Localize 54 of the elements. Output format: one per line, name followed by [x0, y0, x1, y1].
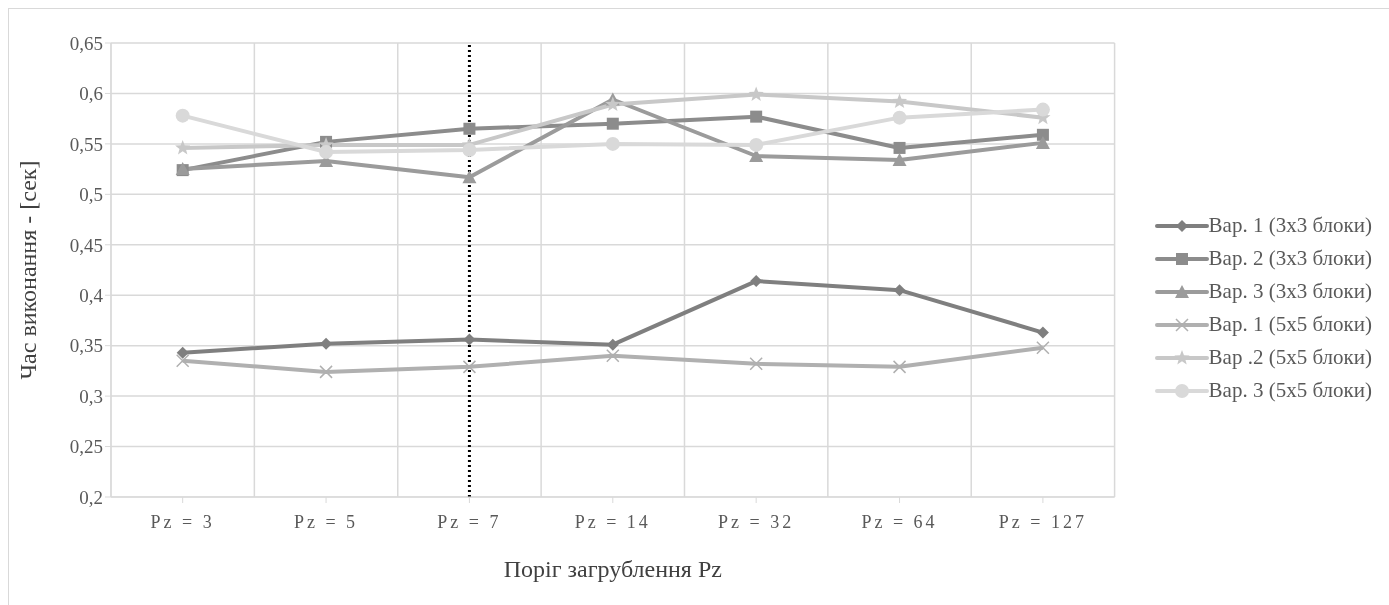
legend-label: Вар. 2 (3x3 блоки) [1208, 246, 1372, 271]
point [748, 86, 764, 101]
point [462, 170, 477, 184]
point [605, 96, 621, 112]
point [319, 144, 334, 159]
x-tick-label: Pz = 14 [574, 511, 651, 532]
legend-label: Вар. 1 (5x5 блоки) [1208, 312, 1372, 337]
point [750, 110, 763, 123]
point [891, 93, 908, 108]
point [462, 142, 477, 157]
point [319, 365, 333, 379]
y-tick-label: 0,4 [79, 284, 104, 306]
point [892, 153, 907, 167]
point [749, 149, 764, 162]
point [175, 354, 190, 368]
legend-label: Вар. 3 (5x5 блоки) [1208, 378, 1372, 403]
x-axis-title: Поріг загрублення Pz [503, 556, 722, 582]
x-tick-label: Pz = 127 [998, 511, 1087, 532]
point [462, 360, 477, 374]
legend-label: Вар. 1 (3x3 блоки) [1208, 213, 1372, 238]
point [749, 357, 763, 371]
x-tick-label: Pz = 5 [293, 511, 359, 532]
point [1036, 340, 1050, 355]
y-tick-label: 0,45 [69, 234, 103, 256]
point [892, 360, 907, 374]
y-tick-label: 0,55 [69, 133, 103, 155]
y-tick-label: 0,5 [79, 184, 103, 206]
point [893, 141, 906, 154]
x-tick-label: Pz = 64 [861, 511, 938, 532]
legend-label: Вар .2 (5x5 блоки) [1208, 345, 1372, 370]
x-tick-label: Pz = 7 [437, 511, 502, 532]
point [175, 139, 191, 155]
point [749, 137, 764, 152]
y-tick-label: 0,35 [69, 335, 103, 357]
point [1035, 135, 1050, 149]
point [606, 117, 619, 130]
legend-label: Вар. 3 (3x3 блоки) [1208, 279, 1372, 304]
x-tick-label: Pz = 3 [150, 511, 215, 532]
point [1035, 102, 1050, 117]
point [892, 110, 907, 125]
point [1036, 326, 1049, 339]
y-axis-title: Час виконання - [сек] [14, 160, 41, 380]
y-tick-label: 0,3 [79, 385, 103, 407]
y-tick-label: 0,6 [79, 83, 103, 105]
y-tick-label: 0,25 [69, 436, 103, 458]
point [605, 136, 620, 151]
point [176, 346, 189, 359]
point [463, 122, 476, 135]
point [175, 108, 190, 123]
y-tick-label: 0,65 [69, 32, 103, 54]
point [606, 349, 620, 363]
y-tick-label: 0,2 [79, 486, 103, 508]
point [1036, 128, 1049, 141]
x-tick-label: Pz = 32 [718, 511, 795, 532]
